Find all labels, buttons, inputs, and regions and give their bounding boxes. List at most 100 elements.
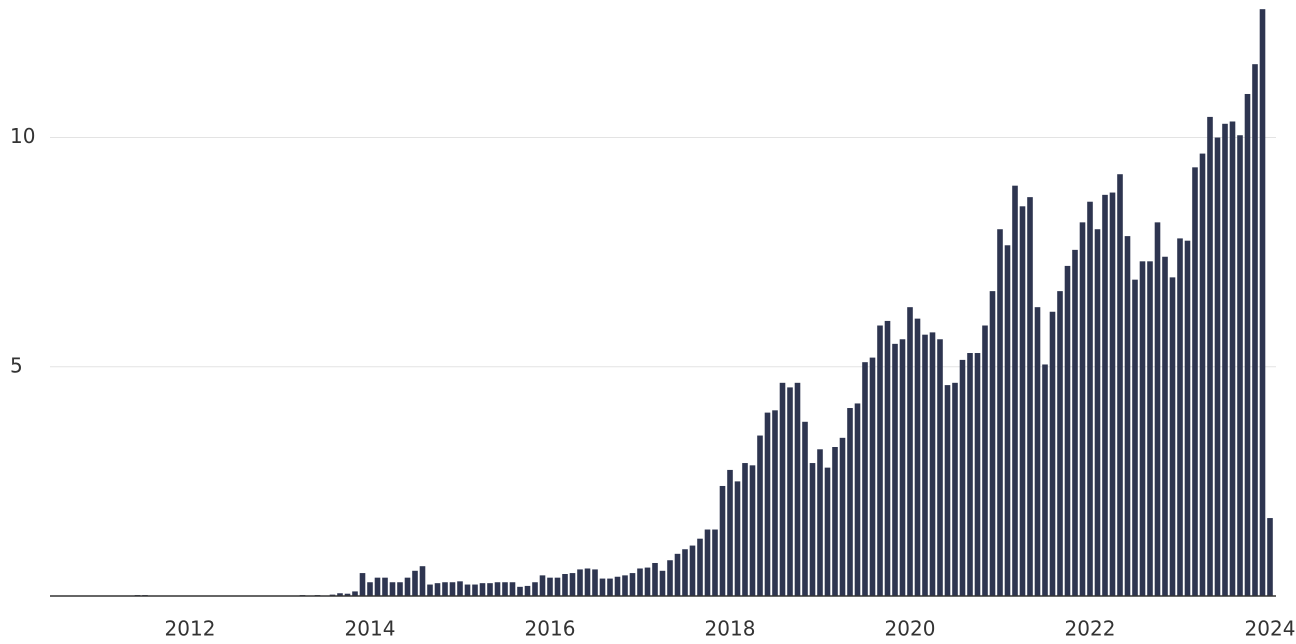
bar <box>562 573 568 596</box>
bar <box>1169 277 1176 596</box>
bar <box>967 353 973 596</box>
bar <box>1139 261 1146 596</box>
bar <box>742 463 748 596</box>
bar <box>734 481 741 596</box>
bar <box>824 467 831 596</box>
bar <box>974 353 981 596</box>
bar <box>442 582 448 596</box>
x-tick-label: 2016 <box>525 617 576 641</box>
bar <box>1252 64 1258 596</box>
bar <box>659 570 666 596</box>
bar <box>344 593 351 596</box>
bar <box>847 408 853 596</box>
bar <box>682 549 688 596</box>
bar <box>1057 291 1063 596</box>
x-tick-label: 2018 <box>705 617 756 641</box>
bar <box>1012 185 1018 596</box>
x-tick-label: 2014 <box>345 617 396 641</box>
bar <box>1154 222 1161 596</box>
bar <box>434 583 441 596</box>
x-tick-label: 2012 <box>165 617 216 641</box>
bar <box>937 339 943 596</box>
x-tick-label: 2022 <box>1065 617 1116 641</box>
bar <box>427 584 433 596</box>
bar <box>502 582 508 596</box>
bar <box>404 577 411 596</box>
bar <box>757 435 763 596</box>
bar <box>944 385 951 596</box>
bar <box>764 412 771 596</box>
bar <box>1004 245 1011 596</box>
bar <box>614 576 621 596</box>
bar <box>547 577 553 596</box>
bar <box>479 583 486 596</box>
bar <box>1229 121 1236 596</box>
bar <box>494 582 501 596</box>
bar <box>1049 311 1056 596</box>
bar <box>592 569 598 596</box>
bar <box>464 584 471 596</box>
bar <box>667 560 673 596</box>
bar <box>389 582 396 596</box>
bar <box>622 575 628 596</box>
bar <box>727 469 733 596</box>
bar <box>367 582 373 596</box>
bar <box>472 584 478 596</box>
bar <box>1192 167 1198 597</box>
bar <box>652 562 658 596</box>
bar <box>899 339 906 596</box>
bar <box>922 334 928 596</box>
bar <box>1019 206 1026 597</box>
bar <box>989 291 996 596</box>
bar <box>772 410 778 596</box>
bar <box>892 343 898 596</box>
y-tick-label: 5 <box>10 353 23 377</box>
bar <box>539 575 546 596</box>
bar <box>1109 192 1116 597</box>
bar <box>1087 201 1093 596</box>
bar <box>839 437 846 596</box>
bar <box>929 332 936 596</box>
bar <box>832 447 838 596</box>
bar <box>457 581 463 596</box>
bar <box>1207 116 1213 597</box>
bar <box>554 577 561 596</box>
bar <box>1162 256 1168 596</box>
bar <box>802 421 808 596</box>
bar <box>607 578 613 596</box>
bar <box>1064 265 1071 596</box>
bar <box>1267 518 1273 596</box>
bar <box>1237 135 1243 596</box>
bar <box>1124 236 1131 596</box>
bar <box>637 568 643 596</box>
bar <box>397 582 403 596</box>
bar <box>517 586 523 596</box>
bar <box>914 318 921 596</box>
bar <box>1094 229 1101 596</box>
bar <box>854 403 861 596</box>
bar <box>382 577 388 596</box>
bar <box>1132 279 1138 596</box>
bar <box>374 577 381 596</box>
bar <box>1214 137 1221 597</box>
bar <box>862 362 868 596</box>
bar <box>674 553 681 596</box>
bar <box>817 449 823 596</box>
bar <box>599 578 606 596</box>
bar <box>1042 364 1048 596</box>
bar <box>982 325 988 596</box>
bar <box>337 593 343 596</box>
bar <box>412 570 418 596</box>
bar <box>884 320 891 596</box>
bar <box>712 529 718 596</box>
bar <box>1184 240 1191 596</box>
bar <box>1199 153 1206 597</box>
bar <box>952 382 958 596</box>
bar <box>997 229 1003 596</box>
bar <box>689 545 696 596</box>
bar <box>1027 197 1033 596</box>
bar <box>1177 238 1183 596</box>
bar <box>644 567 651 596</box>
